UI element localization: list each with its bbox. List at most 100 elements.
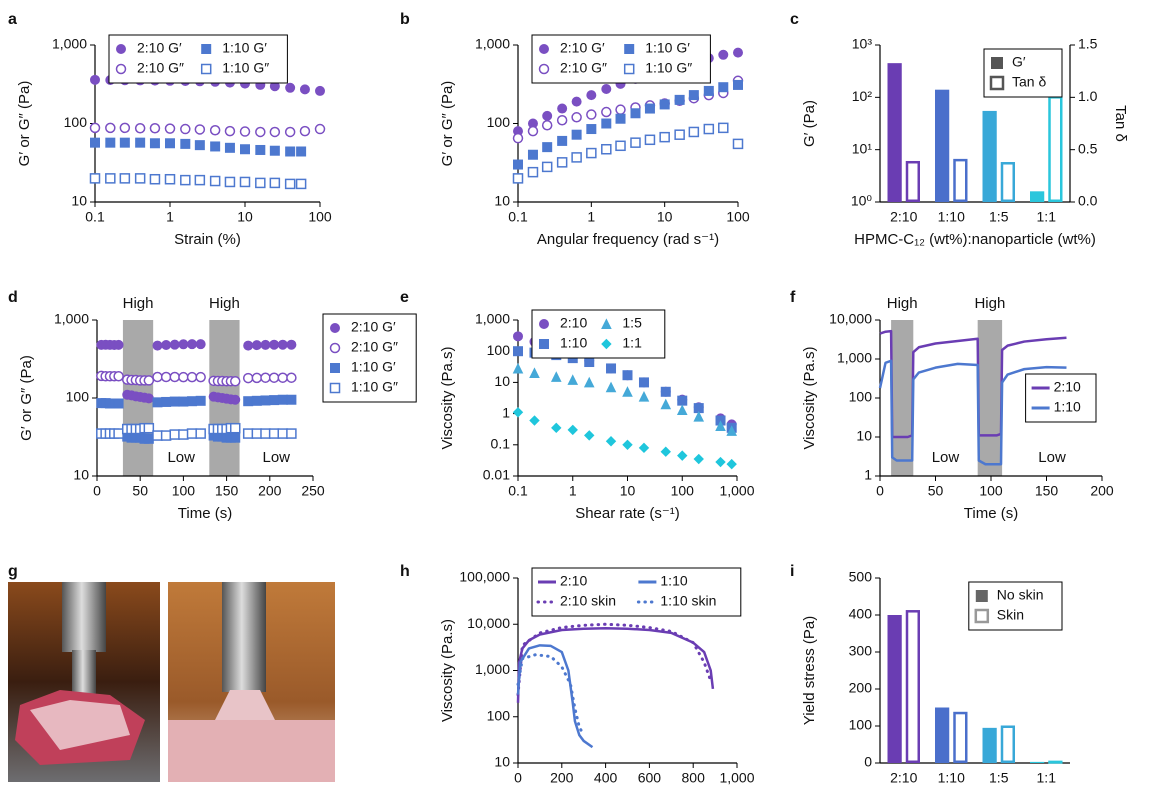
marker [115,63,127,75]
y-tick-label: 1,000 [475,311,510,327]
marker [268,428,280,439]
panel-label: d [8,289,18,306]
x-tick-label: 0 [93,483,101,499]
marker [229,375,241,387]
y2-tick-label: 0.0 [1078,193,1098,209]
marker [586,109,597,120]
y-tick-label: 10 [494,754,510,770]
x-tick-label: 0 [514,770,522,786]
marker [251,395,262,406]
bar [935,707,950,763]
marker [542,142,553,153]
legend-label: 1:10 G″ [645,60,692,76]
marker [143,422,155,434]
marker [659,131,670,143]
legend-label: 1:10 G′ [222,40,267,56]
x-tick-label: 100 [308,209,332,225]
bar [887,615,902,763]
marker [242,428,254,439]
x-tick-label: 2:10 [890,770,917,786]
marker [195,395,206,406]
marker [677,395,688,406]
annotation: High [974,295,1005,312]
marker [277,372,289,383]
y-tick-label: 100 [487,342,511,358]
panel-label: i [790,563,794,580]
legend-label: 1:10 G″ [222,60,269,76]
legend-label: 1:10 G′ [351,359,396,375]
marker [113,398,124,409]
marker [255,177,266,189]
y2-tick-label: 1.5 [1078,36,1098,52]
x-axis-label: Strain (%) [174,231,241,248]
y-tick-label: 200 [849,680,873,696]
marker [557,103,568,114]
y-tick-label: 10¹ [852,140,873,156]
marker [732,138,744,150]
y-tick-label: 10 [856,428,872,444]
legend-label: 2:10 G″ [137,60,184,76]
panel-label: a [8,11,17,28]
legend-label: 2:10 G′ [560,40,605,56]
y-tick-label: 1 [502,404,510,420]
marker [224,142,235,153]
marker [134,122,146,134]
legend-swatch [991,57,1003,69]
marker [116,44,126,54]
y-tick-label: 100 [849,389,873,405]
marker [194,140,205,151]
marker [539,319,549,329]
bar [905,160,920,203]
marker [269,126,281,138]
x-tick-label: 600 [638,770,662,786]
marker [286,372,297,383]
marker [542,110,553,121]
y-tick-label: 100 [66,389,90,405]
legend-label: 2:10 G″ [560,60,607,76]
marker [286,394,297,405]
x-tick-label: 0.1 [508,209,528,225]
marker [210,141,221,152]
marker [541,161,553,173]
x-tick-label: 200 [550,770,574,786]
marker [180,138,191,149]
marker [615,113,626,124]
line [516,622,713,697]
annotation: Low [932,449,960,466]
marker [160,430,172,441]
marker [615,140,626,152]
marker [251,372,263,384]
x-tick-label: 10 [237,209,253,225]
bar [953,158,968,202]
marker [152,430,163,441]
panel-label: b [400,11,410,28]
marker [209,125,221,136]
shaded-region [891,320,914,476]
marker [638,442,650,454]
marker [677,450,688,461]
x-tick-label: 0.1 [508,483,528,499]
marker [195,371,206,383]
x-tick-label: 200 [1090,483,1114,499]
y-tick-label: 400 [849,606,873,622]
x-tick-label: 400 [594,770,618,786]
y-axis-label: Viscosity (Pa.s) [439,619,456,722]
x-tick-label: 800 [682,770,706,786]
marker [178,429,189,440]
x-tick-label: 1,000 [719,483,754,499]
marker [733,79,743,90]
legend-box [531,34,711,84]
marker [194,174,206,186]
legend-label: 1:10 [1054,399,1081,415]
marker [567,424,578,436]
legend-label: Skin [997,607,1024,623]
marker [285,146,296,157]
bar [1048,760,1063,764]
marker [296,146,307,157]
marker [718,122,729,134]
marker [693,453,704,465]
x-tick-label: 1 [166,209,174,225]
annotation: High [209,295,240,312]
marker [605,381,617,393]
